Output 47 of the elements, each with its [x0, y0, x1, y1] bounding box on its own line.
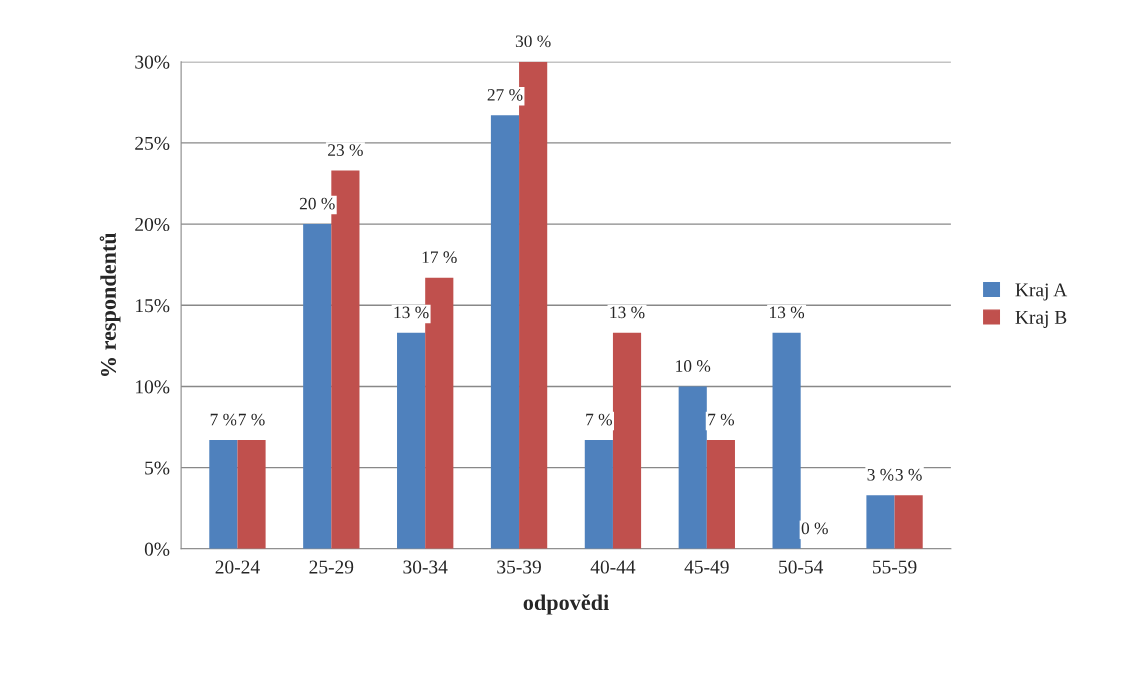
y-tick-label: 15%	[136, 299, 170, 313]
x-tick-label: 55-59	[873, 560, 917, 574]
legend-label: Kraj A	[1015, 283, 1068, 301]
bar	[237, 440, 266, 549]
bar	[584, 440, 613, 549]
legend-label: Kraj B	[1015, 310, 1067, 328]
x-tick-label: 25-29	[309, 560, 354, 574]
data-label: 23 %	[328, 144, 363, 156]
bar	[612, 332, 642, 549]
bar	[303, 224, 332, 549]
y-tick-label: 10%	[136, 380, 170, 394]
data-label: 13 %	[610, 306, 645, 319]
data-label: 27 %	[487, 88, 523, 101]
data-label: 30 %	[515, 35, 551, 48]
x-tick-label: 40-44	[590, 560, 636, 574]
bar	[678, 386, 707, 549]
data-label: 3 %	[895, 468, 922, 481]
bar	[490, 115, 520, 549]
data-label: 17 %	[422, 251, 457, 264]
y-tick-label: 0%	[144, 542, 170, 556]
x-tick-label: 20-24	[215, 560, 260, 574]
bar	[866, 495, 895, 549]
data-label: 13 %	[770, 306, 805, 319]
x-tick-label: 50-54	[779, 560, 824, 574]
bar	[706, 440, 735, 549]
y-tick-label: 5%	[145, 461, 170, 475]
y-axis-title: % respondentů	[99, 232, 121, 376]
data-label: 7 %	[586, 413, 613, 426]
x-axis-title: odpovědi	[523, 594, 609, 615]
bar	[894, 495, 923, 549]
data-label: 7 %	[210, 413, 237, 426]
data-label: 7 %	[238, 413, 265, 426]
data-label: 13 %	[394, 306, 429, 319]
data-label: 7 %	[708, 413, 735, 426]
data-label: 10 %	[676, 360, 711, 372]
y-tick-label: 20%	[135, 217, 170, 232]
x-tick-label: 45-49	[684, 560, 729, 574]
bar	[397, 332, 426, 549]
y-tick-label: 25%	[135, 136, 170, 150]
data-label: 3 %	[867, 468, 894, 481]
bar	[772, 332, 801, 549]
data-label: 0 %	[801, 522, 828, 535]
data-label: 20 %	[299, 197, 335, 210]
x-tick-label: 35-39	[497, 560, 541, 574]
y-tick-label: 30%	[135, 55, 170, 69]
bar	[209, 440, 238, 549]
x-tick-label: 30-34	[403, 560, 448, 574]
